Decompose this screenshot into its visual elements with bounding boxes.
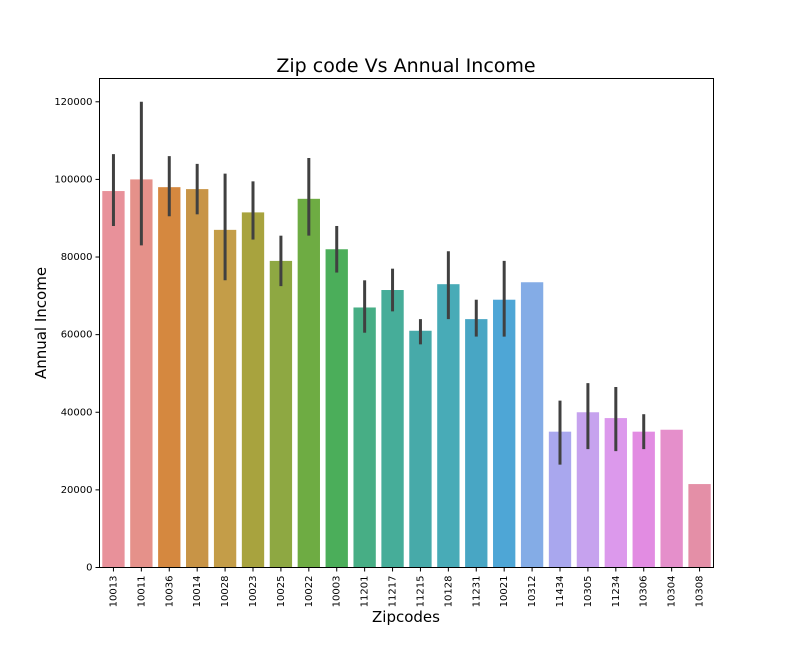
bar-10305 bbox=[576, 412, 600, 568]
x-tick-label: 10305 bbox=[583, 576, 594, 608]
x-tick-label: 11217 bbox=[388, 576, 399, 608]
x-tick-label: 11434 bbox=[555, 576, 566, 608]
bar-10308 bbox=[688, 484, 711, 568]
bar-10036 bbox=[158, 187, 181, 568]
bar-10023 bbox=[241, 212, 265, 568]
x-tick-label: 10312 bbox=[527, 576, 538, 608]
bar-10312 bbox=[520, 282, 544, 568]
bar-10013 bbox=[102, 191, 125, 568]
bar-10025 bbox=[269, 260, 293, 568]
y-axis: 0 20000 40000 60000 80000 100000 120000 bbox=[54, 97, 100, 574]
y-tick-label: 60000 bbox=[61, 330, 93, 341]
x-axis: 10013 10011 10036 10014 10028 10023 10025 10022… bbox=[108, 567, 706, 608]
bar-11231 bbox=[465, 319, 488, 568]
chart-title: Zip code Vs Annual Income bbox=[276, 55, 535, 77]
bar-10028 bbox=[213, 229, 237, 568]
error-bars-group bbox=[111, 101, 646, 465]
y-tick-label: 0 bbox=[86, 563, 92, 574]
x-tick-label: 10308 bbox=[695, 576, 706, 608]
x-tick-label: 11234 bbox=[611, 576, 622, 608]
y-tick-label: 40000 bbox=[61, 407, 93, 418]
x-tick-label: 10036 bbox=[164, 576, 175, 608]
x-tick-label: 11201 bbox=[360, 576, 371, 608]
bar-11434 bbox=[548, 431, 572, 568]
bar-11234 bbox=[604, 418, 627, 568]
x-tick-label: 10023 bbox=[248, 576, 259, 608]
x-tick-label: 10306 bbox=[639, 576, 650, 608]
x-tick-label: 10128 bbox=[443, 576, 454, 608]
x-tick-label: 11215 bbox=[415, 576, 426, 608]
x-tick-label: 10028 bbox=[220, 576, 231, 608]
x-axis-label: Zipcodes bbox=[372, 608, 440, 626]
x-tick-label: 11231 bbox=[471, 576, 482, 608]
x-tick-label: 10304 bbox=[667, 576, 678, 608]
x-tick-label: 10013 bbox=[108, 576, 119, 608]
x-tick-label: 10025 bbox=[276, 576, 287, 608]
bar-10021 bbox=[493, 299, 516, 568]
y-axis-label: Annual Income bbox=[32, 267, 50, 379]
bar-10014 bbox=[186, 189, 209, 568]
bar-10022 bbox=[297, 198, 320, 568]
y-tick-label: 120000 bbox=[54, 97, 92, 108]
x-tick-label: 10022 bbox=[304, 576, 315, 608]
bar-10128 bbox=[437, 284, 460, 568]
bar-11217 bbox=[381, 290, 404, 568]
bar-11201 bbox=[353, 307, 376, 568]
bar-10003 bbox=[325, 249, 348, 568]
x-tick-label: 10011 bbox=[136, 576, 147, 608]
bar-10011 bbox=[130, 179, 153, 568]
y-tick-label: 20000 bbox=[61, 485, 93, 496]
bar-10306 bbox=[632, 431, 655, 568]
bars-group bbox=[102, 179, 711, 568]
x-tick-label: 10003 bbox=[332, 576, 343, 608]
bar-10304 bbox=[660, 429, 683, 568]
y-tick-label: 100000 bbox=[54, 174, 92, 185]
plot-frame bbox=[99, 78, 714, 568]
x-tick-label: 10014 bbox=[192, 576, 203, 608]
bar-11215 bbox=[409, 330, 432, 568]
y-tick-label: 80000 bbox=[61, 252, 93, 263]
x-tick-label: 10021 bbox=[499, 576, 510, 608]
